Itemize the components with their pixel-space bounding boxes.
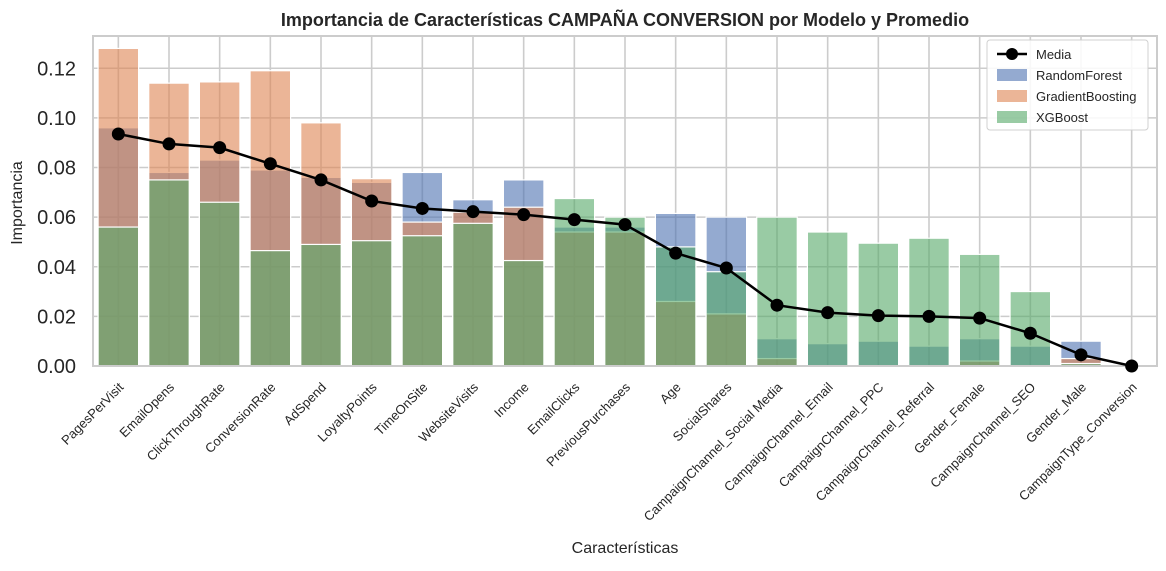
x-axis-label: Características (572, 540, 679, 557)
plot-border (92, 35, 1158, 367)
legend-media-marker (1006, 48, 1018, 60)
media-point-1 (162, 137, 176, 151)
media-point-19 (1074, 348, 1088, 362)
y-tick-label: 0.10 (37, 108, 76, 130)
media-point-7 (466, 205, 480, 219)
legend-swatch-randomforest (997, 69, 1027, 81)
legend-box (986, 39, 1149, 131)
media-point-9 (567, 213, 581, 227)
plot-frame (92, 35, 1158, 367)
media-point-12 (719, 261, 733, 275)
mean-line (111, 127, 1139, 373)
legend-label-randomforest: RandomForest (1036, 68, 1122, 83)
bar-xgboost-8 (502, 259, 545, 367)
y-tick-label: 0.06 (37, 207, 76, 229)
media-point-3 (263, 157, 277, 171)
bar-xgboost-10 (604, 216, 646, 367)
bar-xgboost-11 (654, 246, 697, 367)
legend-label-xgboost: XGBoost (1036, 110, 1088, 125)
legend-label-gradientboosting: GradientBoosting (1036, 89, 1136, 104)
media-point-13 (770, 298, 784, 312)
legend-swatch-gradientboosting (997, 90, 1027, 102)
y-axis-ticks: 0.00 0.02 0.04 0.06 0.08 0.10 0.12 (37, 58, 76, 378)
media-point-0 (111, 127, 125, 141)
legend-swatch-xgboost (997, 111, 1027, 123)
media-point-15 (871, 309, 885, 323)
bar-xgboost-1 (148, 179, 190, 367)
bar-xgboost-15 (857, 242, 900, 367)
media-point-5 (365, 194, 379, 208)
bar-xgboost-4 (300, 243, 342, 367)
media-point-17 (973, 311, 987, 325)
media-point-16 (922, 309, 936, 323)
media-point-10 (618, 218, 632, 232)
bar-xgboost-13 (756, 216, 798, 367)
bar-xgboost-17 (958, 253, 1001, 367)
chart-title: Importancia de Características CAMPAÑA C… (281, 9, 969, 30)
media-point-14 (821, 306, 835, 320)
bar-xgboost-12 (705, 271, 748, 367)
bar-xgboost-9 (553, 197, 596, 367)
bars (97, 47, 1102, 367)
bar-xgboost-14 (806, 231, 849, 367)
bar-xgboost-3 (249, 250, 292, 367)
y-axis-label: Importancia (9, 161, 26, 245)
media-point-6 (415, 201, 429, 215)
bar-xgboost-16 (908, 237, 950, 367)
y-tick-label: 0.12 (37, 58, 76, 80)
y-tick-label: 0.08 (37, 158, 76, 180)
bar-xgboost-5 (350, 240, 393, 367)
media-point-11 (669, 246, 683, 260)
y-tick-label: 0.00 (37, 356, 76, 378)
bar-xgboost-6 (401, 235, 444, 367)
media-point-8 (517, 208, 531, 222)
bar-xgboost-7 (452, 222, 494, 367)
bar-xgboost-2 (198, 201, 241, 367)
legend-label-media: Media (1036, 47, 1072, 62)
media-point-4 (314, 173, 328, 187)
y-tick-label: 0.04 (37, 257, 76, 279)
media-point-18 (1023, 326, 1037, 340)
y-tick-label: 0.02 (37, 306, 76, 328)
media-point-2 (213, 141, 227, 155)
media-point-20 (1125, 359, 1139, 373)
legend: Media RandomForest GradientBoosting XGBoost (986, 39, 1149, 131)
bar-xgboost-0 (97, 226, 140, 367)
